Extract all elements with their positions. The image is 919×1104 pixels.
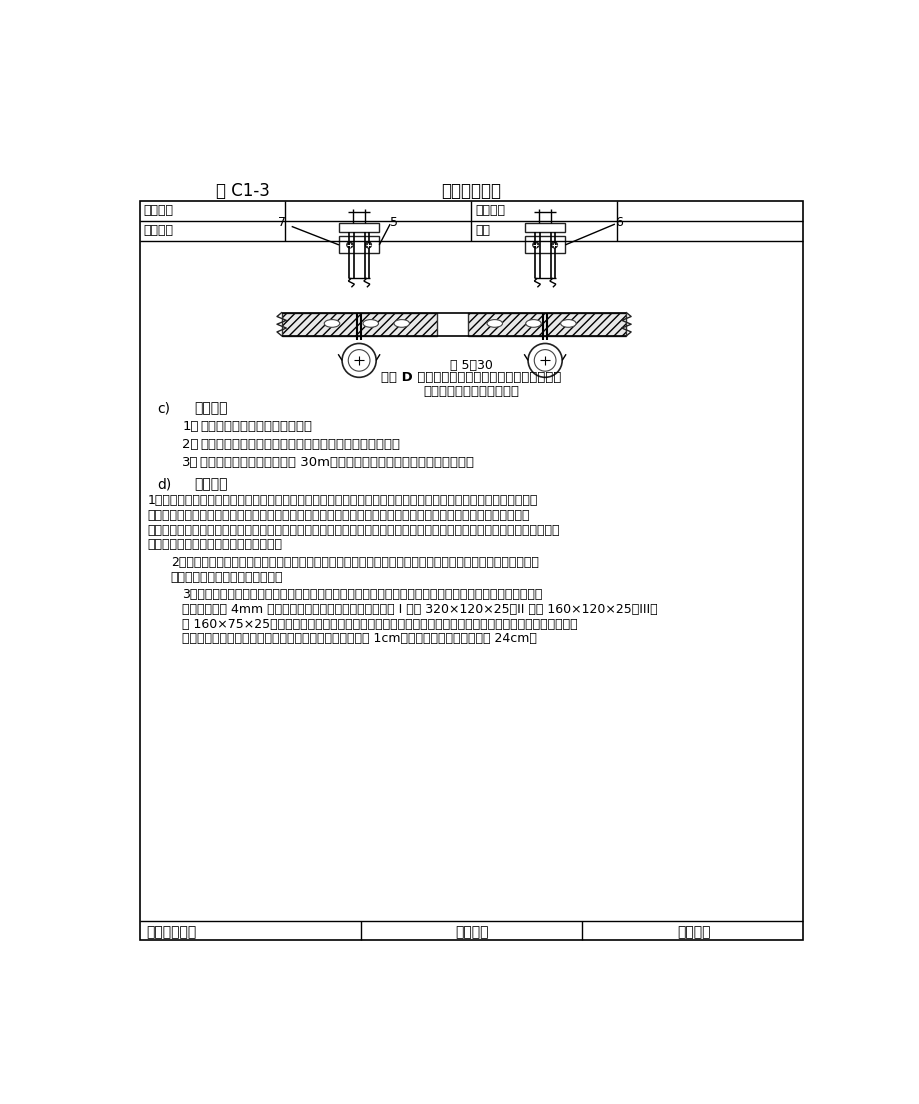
- Ellipse shape: [525, 319, 540, 327]
- Text: 防火隔板采用 4mm 厚的钢板。防火枕的规格有三种，其中 I 型为 320×120×25，II 型为 160×120×25，III型: 防火隔板采用 4mm 厚的钢板。防火枕的规格有三种，其中 I 型为 320×12…: [182, 603, 657, 616]
- Text: 交叉。敷设时要按适当的间距加以固定，并且及时装设标志牌。电缆终端头，竖井的两端均应装设标志牌。标志牌上: 交叉。敷设时要按适当的间距加以固定，并且及时装设标志牌。电缆终端头，竖井的两端均…: [147, 509, 529, 522]
- Bar: [140, 201, 802, 941]
- Text: 桥架安装: 桥架安装: [194, 401, 227, 415]
- Bar: [338, 236, 379, 254]
- Circle shape: [342, 343, 376, 378]
- Bar: [281, 312, 437, 336]
- Text: 图 5－30: 图 5－30: [449, 359, 493, 372]
- Bar: [467, 312, 626, 336]
- Ellipse shape: [323, 319, 339, 327]
- Text: 交底人：: 交底人：: [455, 925, 488, 938]
- Text: d): d): [156, 477, 171, 491]
- Text: 3、电缆穿过竖井后，用防火枕进行密实封堵。利用结构施工期间在楼板底面预埋的埋件，来固定防火隔板，: 3、电缆穿过竖井后，用防火枕进行密实封堵。利用结构施工期间在楼板底面预埋的埋件，…: [182, 588, 542, 602]
- Text: 1、在桥架就位后，即可敷设线缆。按照设计要求，将需要敷设在该桥架中的电缆按顺序摆放，排列应整齐，尽量避免: 1、在桥架就位后，即可敷设线缆。按照设计要求，将需要敷设在该桥架中的电缆按顺序摆…: [147, 495, 538, 508]
- Circle shape: [365, 242, 371, 248]
- Text: 表 C1-3: 表 C1-3: [216, 182, 269, 200]
- Text: 电缆在终端头和接头处要留出备用长度。: 电缆在终端头和接头处要留出备用长度。: [147, 539, 282, 551]
- Bar: [467, 312, 626, 336]
- Bar: [525, 236, 564, 254]
- Text: 技术交底记录: 技术交底记录: [441, 182, 501, 200]
- Circle shape: [346, 242, 353, 248]
- Circle shape: [534, 350, 555, 371]
- Text: 2、电缆进入竖井、盘柜以及穿入管子时，出入口应封闭，管口应密封。明敷在竖井内带有麻护层的电缆，应剥: 2、电缆进入竖井、盘柜以及穿入管子时，出入口应封闭，管口应密封。明敷在竖井内带有…: [171, 556, 539, 569]
- Ellipse shape: [393, 319, 409, 327]
- Text: 较大时，可使用角钢支架。: 较大时，可使用角钢支架。: [423, 385, 519, 399]
- Text: 6: 6: [614, 216, 622, 230]
- Text: 7: 7: [278, 216, 286, 230]
- Text: 3、: 3、: [182, 456, 199, 469]
- Circle shape: [528, 343, 562, 378]
- Text: 1、: 1、: [182, 421, 199, 434]
- Text: 应注明线路编号，无编号时，写明电缆型号、规格及起讫地点；字迹应清晰，不易脱落，规格要统一，能防腐，挂装应牢固。: 应注明线路编号，无编号时，写明电缆型号、规格及起讫地点；字迹应清晰，不易脱落，规…: [147, 523, 560, 537]
- Bar: [338, 223, 379, 232]
- Bar: [281, 312, 437, 336]
- Text: 当直线段钢制电缆桥架超过 30m，应有伸缩缝，其连接采用伸缩连接板。: 当直线段钢制电缆桥架超过 30m，应有伸缩缝，其连接采用伸缩连接板。: [200, 456, 473, 469]
- Circle shape: [550, 242, 557, 248]
- Text: 摆放整齐，接紧电缆，使防火枕与电缆之间空隙不得大于 1cm，防火枕摆放厚度不得小于 24cm。: 摆放整齐，接紧电缆，使防火枕与电缆之间空隙不得大于 1cm，防火枕摆放厚度不得小…: [182, 633, 537, 645]
- Text: 电缆敷设: 电缆敷设: [194, 477, 227, 491]
- Text: 日期: 日期: [475, 224, 490, 237]
- Text: 接交人：: 接交人：: [676, 925, 709, 938]
- Text: 5: 5: [390, 216, 398, 230]
- Bar: [525, 223, 564, 232]
- Text: 图中 D 表示保护管外径。当电缆根数较多或规格: 图中 D 表示保护管外径。当电缆根数较多或规格: [380, 371, 562, 384]
- Text: 工程名称: 工程名称: [143, 204, 174, 217]
- Circle shape: [348, 350, 369, 371]
- Text: 2、: 2、: [182, 438, 199, 452]
- Text: 除麻护层，并对其铠装加以防腐。: 除麻护层，并对其铠装加以防腐。: [171, 571, 283, 584]
- Ellipse shape: [560, 319, 575, 327]
- Text: 为 160×75×25，要根据预留洞日尺寸和桥架尺寸，选择防火枕型号。在防火隔板上摆放防火枕时，要按顺序: 为 160×75×25，要根据预留洞日尺寸和桥架尺寸，选择防火枕型号。在防火隔板…: [182, 617, 577, 630]
- Ellipse shape: [486, 319, 502, 327]
- Text: 技术负责人：: 技术负责人：: [146, 925, 196, 938]
- Text: 交底部位: 交底部位: [475, 204, 505, 217]
- Text: 工程编号: 工程编号: [143, 224, 174, 237]
- Circle shape: [532, 242, 539, 248]
- Ellipse shape: [363, 319, 378, 327]
- Text: 桥架与支架之间固定采用螺栓。: 桥架与支架之间固定采用螺栓。: [200, 421, 312, 434]
- Text: 桥架与钢管之间连接采用专用锁母固定，并有跨接地线。: 桥架与钢管之间连接采用专用锁母固定，并有跨接地线。: [200, 438, 400, 452]
- Text: c): c): [156, 401, 170, 415]
